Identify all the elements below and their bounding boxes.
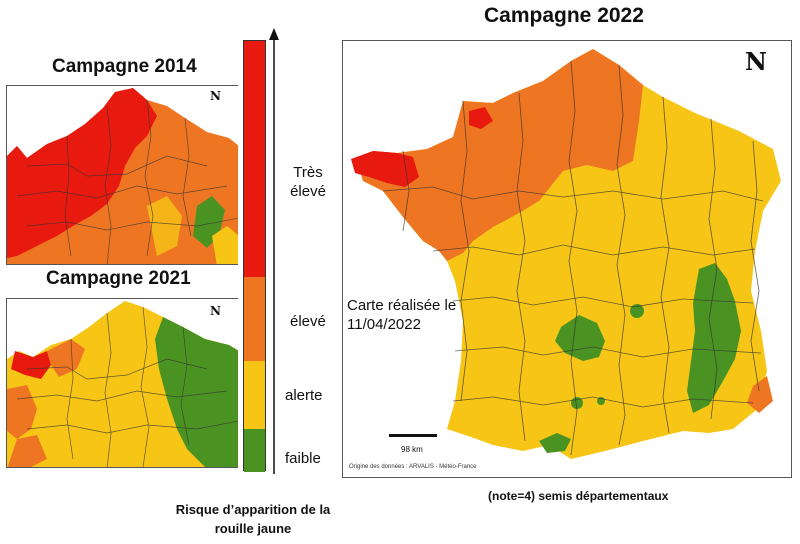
north-arrow-2022-icon: N xyxy=(745,47,767,76)
scale-segment-alerte xyxy=(244,361,265,429)
legend-label-eleve: élevé xyxy=(290,313,326,330)
risk-scale-bar xyxy=(243,40,266,472)
map-scale-label: 98 km xyxy=(401,445,423,454)
title-campagne-2014: Campagne 2014 xyxy=(52,56,197,77)
scale-segment-tres-eleve xyxy=(244,41,265,277)
legend-label-tres-eleve: Très élevé xyxy=(290,164,326,200)
map-2014: N xyxy=(6,85,238,265)
scale-segment-eleve xyxy=(244,277,265,361)
legend-label-alerte: alerte xyxy=(285,387,323,404)
north-arrow-2014-icon: N xyxy=(210,89,221,103)
france-map-2021 xyxy=(7,301,238,467)
legend-label-faible: faible xyxy=(285,450,321,467)
data-source: Origine des données : ARVALIS - Météo-Fr… xyxy=(349,464,477,470)
north-arrow-2021-icon: N xyxy=(210,304,221,318)
note-semis: (note=4) semis départementaux xyxy=(488,489,669,503)
france-map-2022 xyxy=(351,49,781,459)
scale-bar-icon xyxy=(389,434,437,437)
risk-axis-arrow-icon xyxy=(269,28,279,474)
map-2021: N xyxy=(6,298,238,468)
title-campagne-2021: Campagne 2021 xyxy=(46,268,191,289)
map-date-note: Carte réalisée le 11/04/2022 xyxy=(347,297,457,333)
france-map-2014 xyxy=(7,88,238,264)
legend-caption: Risque d’apparition de la rouille jaune xyxy=(175,502,331,536)
title-campagne-2022: Campagne 2022 xyxy=(484,4,644,27)
scale-segment-faible xyxy=(244,429,265,472)
map-2022: N Carte réalisée le 11/04/2022 98 km Ori… xyxy=(342,40,792,478)
